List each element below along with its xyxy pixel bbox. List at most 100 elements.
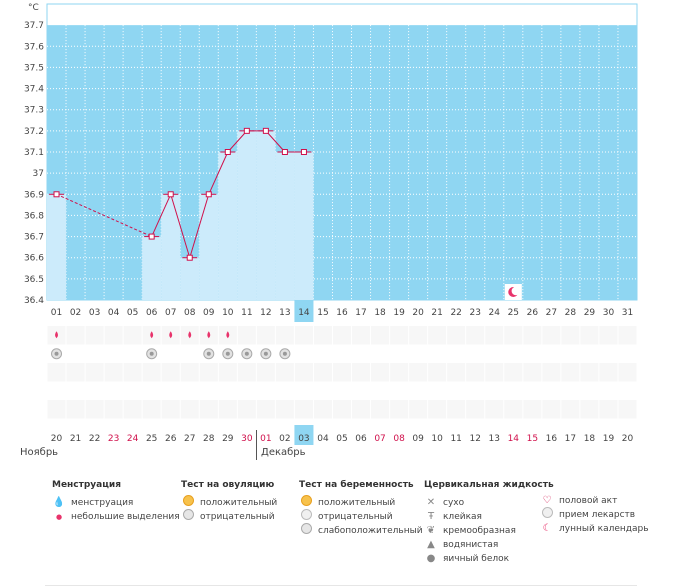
y-tick-label: 36.8	[24, 211, 44, 221]
temperature-point	[167, 191, 174, 198]
drop-icon	[55, 331, 59, 339]
legend-item: слабоположительный	[318, 526, 423, 536]
legend-other: ♡ половой акт прием лекарств ☾ лунный кале…	[540, 494, 649, 536]
legend-item: менструация	[71, 498, 134, 508]
y-tick-label: 37.5	[24, 63, 44, 73]
sticky-icon: Ŧ	[427, 511, 435, 522]
legend-item: небольшие выделения	[71, 512, 180, 522]
calendar-date-label: 26	[165, 434, 177, 444]
calendar-date-label: 20	[51, 434, 63, 444]
temperature-point	[186, 254, 193, 261]
moon-icon: ☾	[542, 523, 552, 534]
x-tick-label: 19	[393, 308, 405, 318]
y-tick-label: 37	[33, 169, 44, 179]
legend-title: Тест на беременность	[299, 480, 414, 490]
x-tick-label: 10	[222, 308, 234, 318]
y-tick-label: 36.5	[24, 275, 44, 285]
calendar-date-label: 28	[203, 434, 215, 444]
x-tick-label: 09	[203, 308, 215, 318]
egg-white-icon: ●	[426, 553, 436, 564]
legend-item: положительный	[318, 498, 396, 508]
legend-item: сухо	[443, 498, 465, 508]
calendar-date-label: 30	[241, 434, 253, 444]
x-tick-label: 28	[565, 308, 577, 318]
y-tick-label: 36.4	[24, 296, 44, 306]
drop-icon	[169, 331, 173, 339]
calendar-date-label: 04	[317, 434, 329, 444]
weak-positive-test-icon	[299, 523, 313, 539]
legend-item: половой акт	[559, 496, 618, 506]
temperature-bar	[237, 130, 257, 300]
temperature-bar	[256, 130, 276, 300]
temperature-bar	[199, 194, 219, 300]
plot-background	[47, 25, 637, 301]
calendar-date-label: 29	[222, 434, 234, 444]
calendar-date-label: 11	[450, 434, 461, 444]
symptom-row	[47, 400, 637, 419]
x-tick-label: 18	[374, 308, 386, 318]
temperature-bar	[161, 194, 181, 300]
calendar-date-label: 24	[127, 434, 139, 444]
negative-test-icon-core	[263, 351, 268, 356]
drop-icon	[207, 331, 211, 339]
legend-title: Цервикальная жидкость	[424, 480, 554, 490]
calendar-date-label: 03	[298, 434, 309, 444]
temperature-bar	[47, 194, 67, 300]
calendar-date-label: 21	[70, 434, 81, 444]
temperature-line-segment	[189, 194, 210, 258]
y-tick-label: 37.4	[24, 85, 44, 95]
x-tick-label: 30	[603, 308, 615, 318]
legend-ovulation: Тест на овуляцию положительный отрицател…	[181, 480, 277, 524]
x-tick-label: 13	[279, 308, 290, 318]
temperature-bar	[218, 152, 238, 300]
x-tick-label: 04	[108, 308, 120, 318]
temperature-line-segment	[151, 194, 172, 237]
y-tick-label: 36.6	[24, 254, 44, 264]
legend-item: яичный белок	[443, 554, 510, 564]
y-tick-label: 37.6	[24, 42, 44, 52]
x-tick-label: 02	[70, 308, 81, 318]
x-tick-label: 06	[146, 308, 158, 318]
pill-icon	[540, 507, 554, 523]
legend-title: Менструация	[52, 480, 121, 490]
temperature-point	[148, 233, 155, 240]
x-tick-label: 22	[450, 308, 461, 318]
moon-icon-cut	[511, 286, 520, 296]
legend-pregnancy: Тест на беременность положительный отриц…	[299, 480, 423, 538]
calendar-date-label: 09	[412, 434, 424, 444]
negative-test-icon-core	[244, 351, 249, 356]
calendar-date-label: 13	[489, 434, 500, 444]
month-divider	[256, 430, 257, 460]
today-date-highlight	[294, 425, 314, 445]
watery-icon: ▲	[427, 539, 435, 550]
temperature-point	[224, 149, 231, 155]
legend-item: прием лекарств	[559, 510, 636, 520]
symptom-row	[47, 344, 637, 363]
calendar-date-label: 20	[622, 434, 634, 444]
legend-item: лунный календарь	[559, 524, 649, 534]
legend-item: кремообразная	[443, 526, 516, 536]
calendar-date-label: 17	[565, 434, 576, 444]
negative-test-icon-core	[149, 351, 154, 356]
x-tick-label: 01	[51, 308, 62, 318]
dry-icon: ✕	[426, 497, 436, 508]
positive-test-icon	[299, 495, 313, 511]
temperature-bar	[180, 257, 200, 300]
legend-item: водянистая	[443, 540, 499, 550]
symptom-row	[47, 326, 637, 345]
x-tick-label: 12	[260, 308, 271, 318]
temperature-point	[243, 127, 250, 134]
calendar-date-label: 15	[527, 434, 538, 444]
x-tick-label: 16	[336, 308, 348, 318]
negative-test-icon-core	[54, 351, 59, 356]
drop-icon	[188, 331, 192, 339]
negative-test-icon-core	[225, 351, 230, 356]
negative-test-icon	[181, 509, 195, 525]
x-tick-label: 14	[298, 308, 310, 318]
calendar-date-label: 19	[603, 434, 615, 444]
temperature-point	[205, 191, 212, 198]
x-tick-label: 25	[508, 308, 519, 318]
calendar-date-label: 10	[431, 434, 443, 444]
temperature-line-segment	[265, 130, 286, 153]
